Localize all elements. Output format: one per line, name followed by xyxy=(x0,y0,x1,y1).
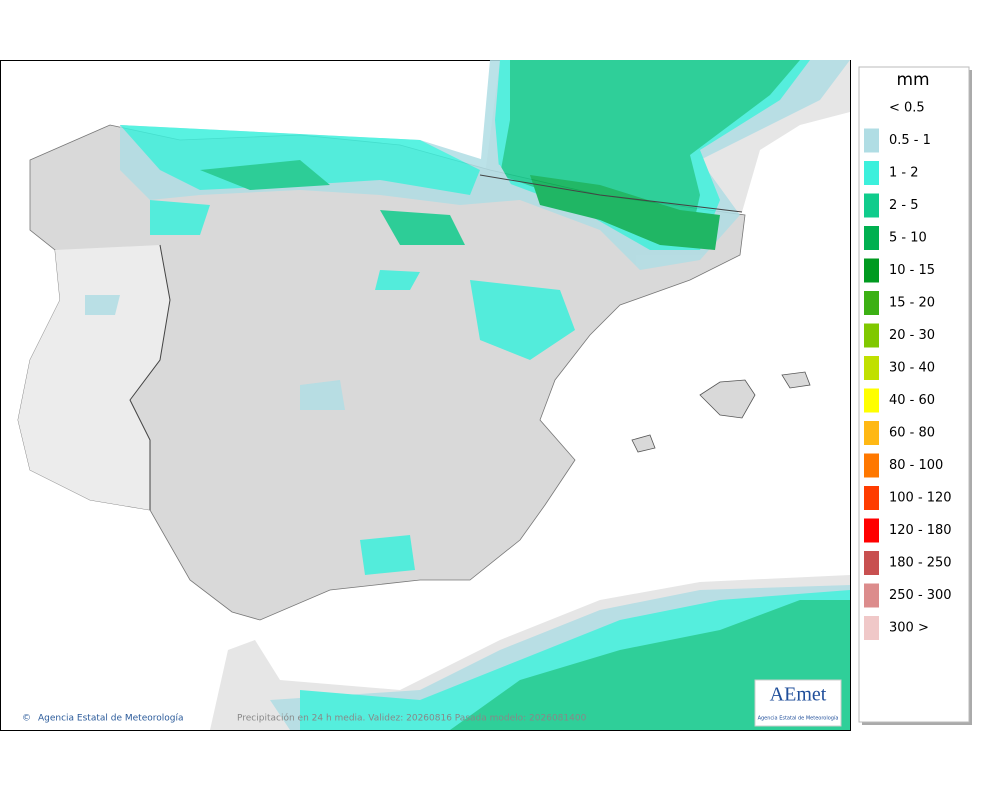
precipitation xyxy=(85,60,850,730)
legend-label: 80 - 100 xyxy=(889,458,943,473)
legend-swatch xyxy=(864,226,879,250)
land-portugal xyxy=(18,245,170,510)
legend-swatch xyxy=(864,421,879,445)
footer-left: Agencia Estatal de Meteorología xyxy=(38,714,184,724)
footer-center: Precipitación en 24 h media. Validez: 20… xyxy=(237,713,587,724)
legend-swatch xyxy=(864,161,879,185)
legend-label: 180 - 250 xyxy=(889,556,952,571)
legend-label: 300 > xyxy=(889,621,929,636)
legend-title: mm xyxy=(896,70,929,90)
legend-swatch xyxy=(864,128,879,153)
legend-label: < 0.5 xyxy=(889,101,925,116)
map: © Agencia Estatal de Meteorología Precip… xyxy=(0,60,851,731)
legend-swatch xyxy=(864,583,879,608)
legend-label: 5 - 10 xyxy=(889,231,927,246)
legend-label: 20 - 30 xyxy=(889,328,935,343)
island xyxy=(631,434,656,453)
legend-swatch xyxy=(864,258,879,283)
legend-swatch xyxy=(864,453,879,478)
legend-label: 15 - 20 xyxy=(889,296,935,311)
legend-label: 120 - 180 xyxy=(889,523,952,538)
legend-label: 40 - 60 xyxy=(889,393,935,408)
legend-swatch xyxy=(864,356,879,380)
legend-swatch xyxy=(864,291,879,315)
logo-box xyxy=(754,679,842,727)
border xyxy=(129,244,171,510)
legend-swatch xyxy=(864,388,879,413)
legend-label: 10 - 15 xyxy=(889,263,935,278)
logo: AEmet xyxy=(770,684,827,706)
legend-label: 60 - 80 xyxy=(889,426,935,441)
legend-swatch xyxy=(864,486,879,510)
legend-swatch xyxy=(864,518,879,543)
legend-swatch xyxy=(864,193,879,218)
island xyxy=(781,371,811,389)
island xyxy=(699,379,756,419)
logo-subtitle: Agencia Estatal de Meteorología xyxy=(758,715,839,722)
legend-label: 0.5 - 1 xyxy=(889,133,931,148)
legend-label: 250 - 300 xyxy=(889,588,952,603)
copyright: © xyxy=(22,714,31,724)
legend-swatch xyxy=(864,616,879,640)
legend-swatch xyxy=(864,323,879,348)
legend-label: 2 - 5 xyxy=(889,198,919,213)
border xyxy=(479,174,743,213)
legend-label: 1 - 2 xyxy=(889,166,919,181)
legend-label: 100 - 120 xyxy=(889,491,952,506)
legend: mm < 0.5 0.5 - 1 1 - 2 2 - 5 5 - 10 10 - 15 15… xyxy=(858,66,972,725)
legend-swatch xyxy=(864,551,879,575)
legend-label: 30 - 40 xyxy=(889,361,935,376)
